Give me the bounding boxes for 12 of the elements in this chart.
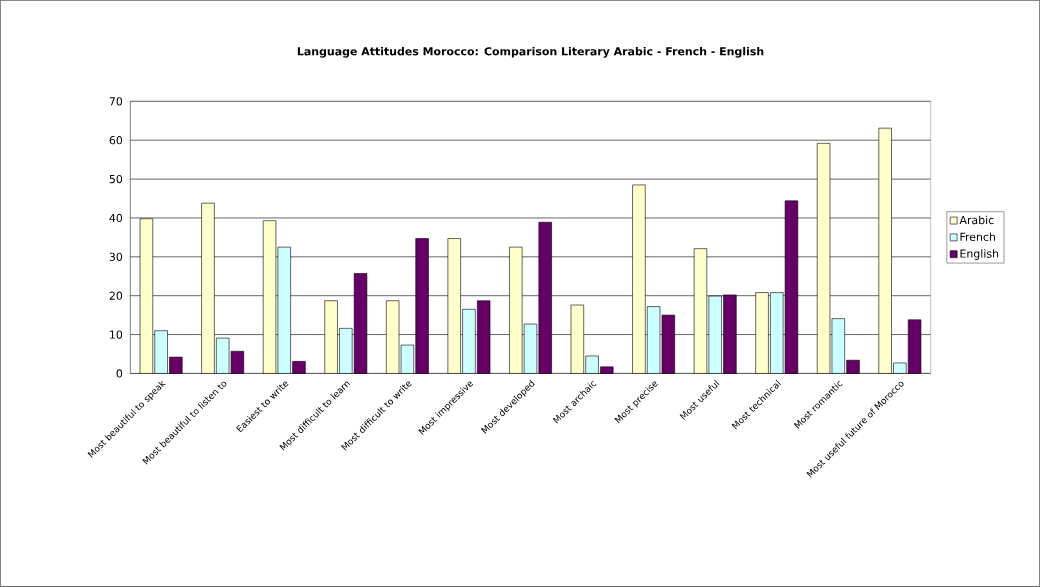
y-tick-label: 30 xyxy=(109,252,123,262)
y-tick-label: 60 xyxy=(109,136,123,145)
y-tick-label: 20 xyxy=(109,291,123,300)
legend-label: Arabic xyxy=(959,215,994,225)
y-tick-label: 70 xyxy=(109,97,123,106)
y-tick-label: 10 xyxy=(110,330,123,339)
y-tick-label: 0 xyxy=(116,369,123,378)
legend-label: English xyxy=(960,249,999,260)
y-tick-label: 40 xyxy=(109,213,123,223)
chart-title: Language Attitudes Morocco: Comparison Literary Arabic - French - English xyxy=(297,47,764,58)
legend-label: French xyxy=(960,232,995,242)
y-tick-label: 50 xyxy=(109,175,123,184)
